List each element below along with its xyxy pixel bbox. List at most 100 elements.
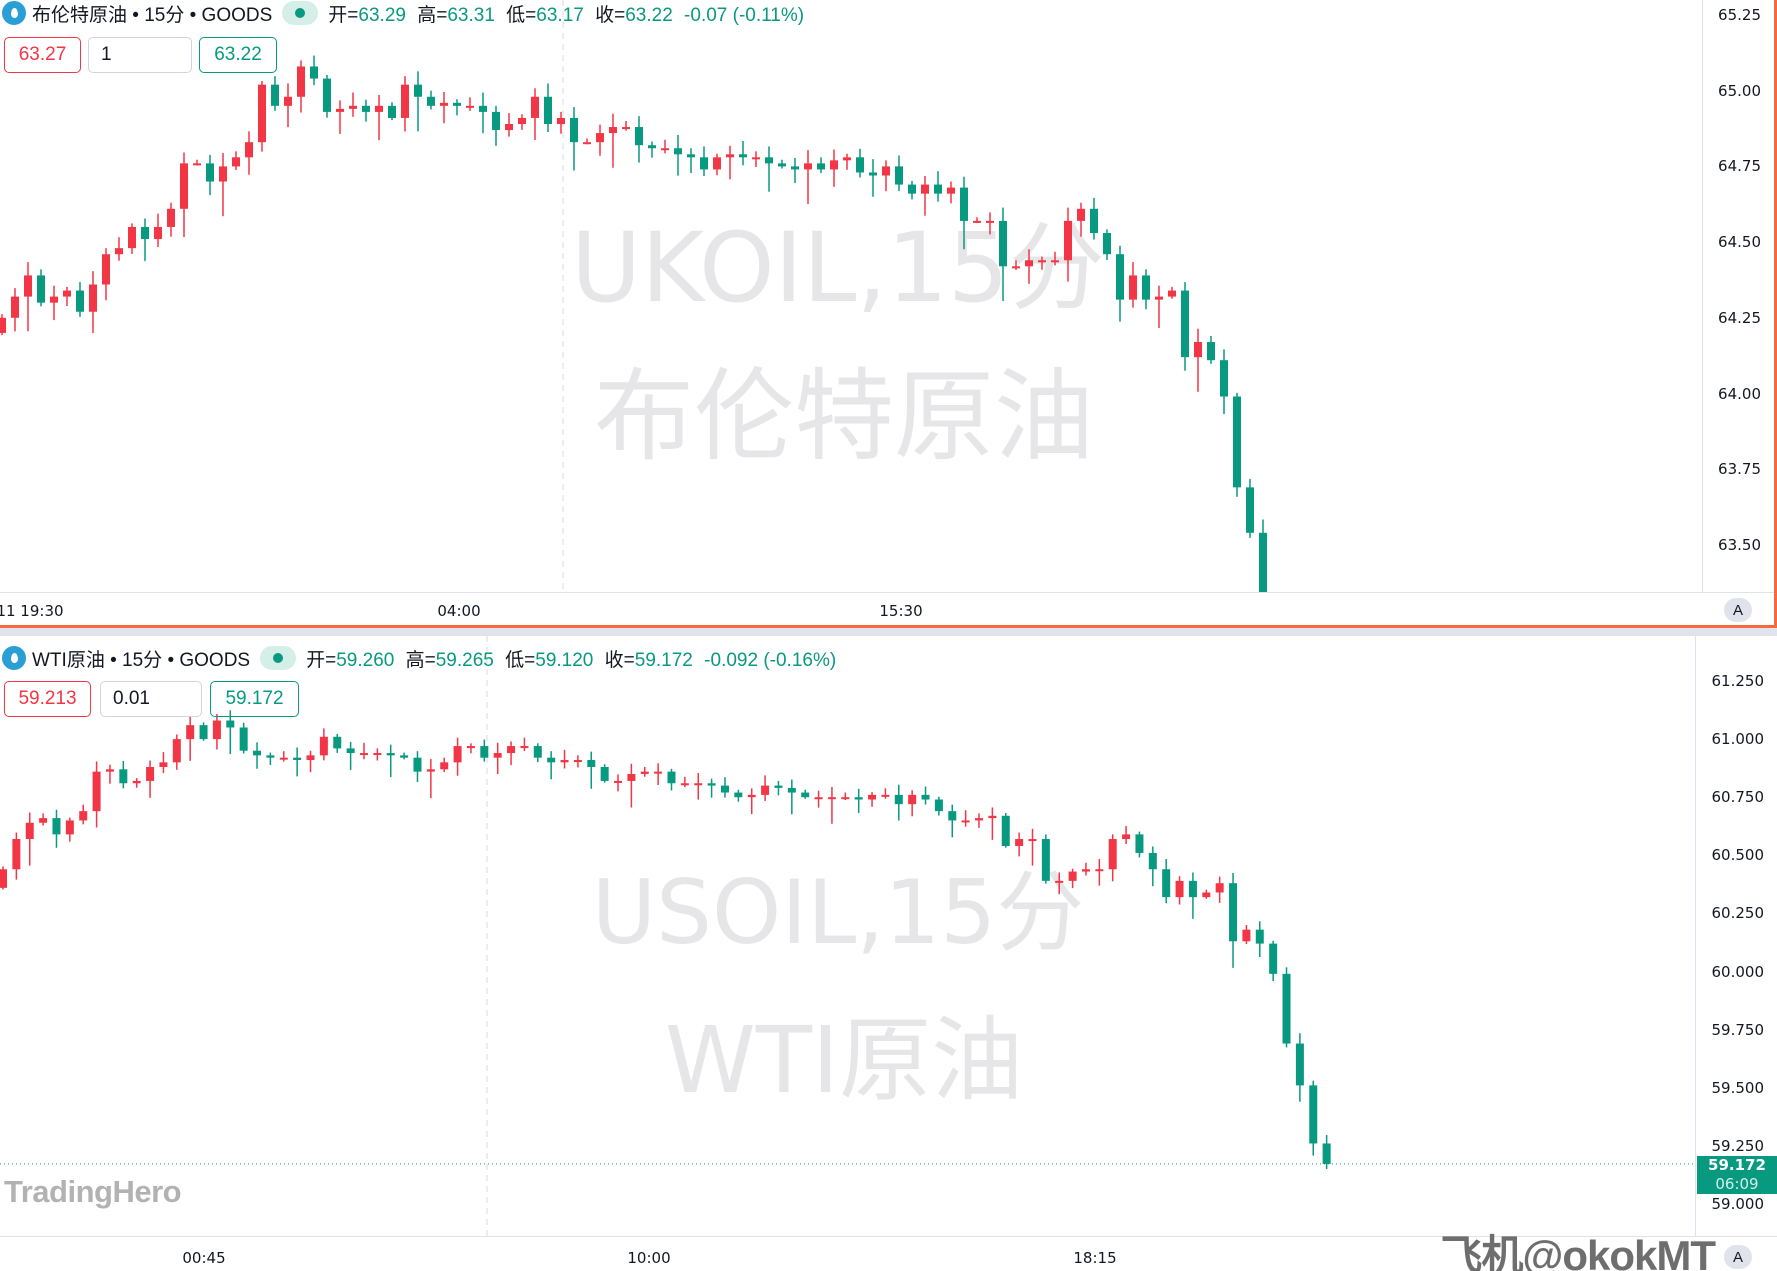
candle[interactable] (1108, 834, 1117, 882)
candle[interactable] (440, 91, 448, 124)
candle[interactable] (245, 131, 253, 175)
candle[interactable] (694, 773, 703, 800)
candle[interactable] (479, 92, 487, 134)
candle[interactable] (817, 157, 825, 174)
candle[interactable] (680, 776, 689, 788)
candle[interactable] (801, 789, 810, 799)
candle[interactable] (271, 76, 279, 111)
time-axis[interactable]: 00:45 10:00 18:15 A (0, 1236, 1777, 1271)
candle[interactable] (560, 749, 569, 769)
candle[interactable] (336, 100, 344, 134)
candle[interactable] (557, 111, 565, 134)
candle[interactable] (921, 176, 929, 216)
usoil-chart-panel[interactable]: USOIL,15分 WTI原油 TradingHero WTI原油 • 15分 … (0, 636, 1777, 1271)
candle[interactable] (934, 171, 942, 202)
candle[interactable] (226, 710, 235, 755)
candle[interactable] (814, 790, 823, 808)
candle[interactable] (674, 134, 682, 176)
candle[interactable] (1055, 872, 1064, 895)
candle[interactable] (426, 759, 435, 799)
candle[interactable] (1135, 831, 1144, 858)
candle[interactable] (346, 741, 355, 770)
candle[interactable] (739, 140, 747, 166)
candle[interactable] (1068, 868, 1077, 889)
ukoil-chart-panel[interactable]: UKOIL,15分 布伦特原油 布伦特原油 • 15分 • GOODS 开=63… (0, 0, 1777, 628)
candle[interactable] (279, 751, 288, 762)
buy-button[interactable]: 63.22 (199, 37, 277, 73)
candle[interactable] (720, 777, 729, 798)
candle[interactable] (102, 248, 110, 301)
candle[interactable] (895, 155, 903, 192)
candle[interactable] (413, 751, 422, 783)
candle[interactable] (1215, 876, 1224, 903)
candle[interactable] (25, 812, 34, 866)
candle[interactable] (1077, 202, 1085, 237)
candle[interactable] (1269, 940, 1278, 982)
candle[interactable] (573, 755, 582, 768)
candle[interactable] (258, 81, 266, 152)
candle[interactable] (1142, 269, 1150, 310)
candle[interactable] (386, 744, 395, 778)
candle[interactable] (63, 286, 71, 307)
candle[interactable] (373, 748, 382, 761)
candle[interactable] (128, 223, 136, 254)
candle[interactable] (119, 760, 128, 789)
candle[interactable] (869, 159, 877, 197)
candle[interactable] (841, 792, 850, 800)
candle[interactable] (132, 778, 141, 788)
symbol-title[interactable]: 布伦特原油 • 15分 • GOODS (32, 4, 273, 26)
auto-scale-button[interactable]: A (1724, 598, 1752, 622)
candle[interactable] (752, 151, 760, 168)
candle[interactable] (65, 817, 74, 842)
candle[interactable] (199, 722, 208, 741)
candle[interactable] (570, 107, 578, 171)
candle[interactable] (206, 154, 214, 196)
candle[interactable] (587, 751, 596, 789)
candle[interactable] (843, 153, 851, 170)
candle[interactable] (39, 813, 48, 826)
candle[interactable] (960, 176, 968, 250)
candle[interactable] (453, 99, 461, 116)
candle[interactable] (761, 775, 770, 802)
candle[interactable] (297, 60, 305, 113)
quantity-input[interactable]: 1 (88, 37, 192, 73)
candle[interactable] (547, 751, 556, 780)
candle[interactable] (707, 778, 716, 798)
candle[interactable] (50, 285, 58, 321)
candle[interactable] (306, 750, 315, 773)
candle[interactable] (1168, 286, 1176, 299)
candle[interactable] (1122, 826, 1131, 845)
candle[interactable] (1194, 328, 1202, 392)
candle[interactable] (1028, 828, 1037, 866)
candle[interactable] (1129, 262, 1137, 308)
candle[interactable] (359, 742, 368, 760)
candle[interactable] (544, 83, 552, 133)
candle[interactable] (414, 71, 422, 132)
candle[interactable] (921, 786, 930, 805)
candle[interactable] (774, 780, 783, 796)
candle[interactable] (1103, 229, 1111, 261)
candle[interactable] (1051, 251, 1059, 266)
candle[interactable] (1220, 349, 1228, 414)
candle[interactable] (747, 788, 756, 815)
candle[interactable] (881, 788, 890, 799)
candle[interactable] (854, 788, 863, 813)
candle[interactable] (159, 752, 168, 774)
candle[interactable] (79, 804, 88, 825)
candle[interactable] (507, 741, 516, 766)
candle[interactable] (232, 151, 240, 171)
candle[interactable] (908, 180, 916, 200)
candle[interactable] (505, 113, 513, 137)
candle[interactable] (934, 796, 943, 816)
candle[interactable] (640, 766, 649, 777)
candle[interactable] (1175, 876, 1184, 905)
candle[interactable] (975, 813, 984, 828)
candle[interactable] (614, 774, 623, 792)
candle[interactable] (531, 88, 539, 140)
candle[interactable] (212, 714, 221, 750)
candle[interactable] (146, 760, 155, 798)
candle[interactable] (700, 146, 708, 176)
price-axis[interactable]: 61.250 61.000 60.750 60.500 60.250 60.000 59.7… (1695, 636, 1777, 1236)
candle[interactable] (1162, 859, 1171, 904)
candle[interactable] (961, 810, 970, 827)
